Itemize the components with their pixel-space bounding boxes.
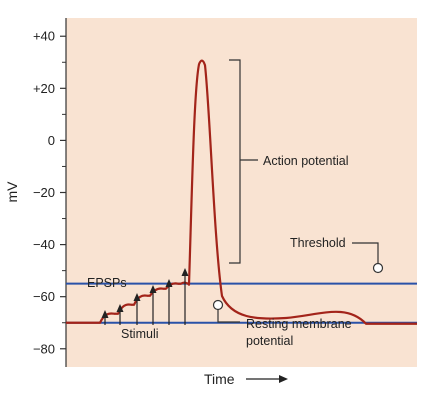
plot-background [66,18,417,367]
action-potential-label: Action potential [263,154,348,168]
y-axis-ticks: +40 +20 0 −20 −40 −60 −80 [33,29,66,356]
x-axis-arrow-head [279,375,288,383]
action-potential-bracket [229,59,258,264]
resting-label-line1: Resting membrane [246,317,352,331]
stimulus-arrowhead-1 [101,310,109,318]
stimulus-arrowhead-3 [133,293,141,301]
resting-label-line2: potential [246,334,293,348]
y-tick-label-2: 0 [48,133,55,148]
resting-marker [212,299,224,311]
threshold-label: Threshold [290,236,346,250]
threshold-marker [372,262,384,274]
membrane-potential-trace [66,59,417,325]
y-tick-label-3: −20 [33,185,55,200]
y-tick-label-0: +40 [33,29,55,44]
y-tick-label-5: −60 [33,289,55,304]
y-tick-label-1: +20 [33,81,55,96]
stimulus-arrowhead-5 [165,279,173,287]
stimuli-label: Stimuli [121,327,159,341]
epsps-label: EPSPs [87,276,127,290]
y-axis-title: mV [4,181,20,203]
threshold-leader [352,242,379,268]
resting-leader [217,305,240,323]
stimulus-arrowhead-4 [149,285,157,293]
y-tick-label-6: −80 [33,341,55,356]
x-axis-title: Time [204,371,235,387]
stimulus-arrowhead-6 [181,268,189,276]
y-tick-label-4: −40 [33,237,55,252]
stimulus-arrowhead-2 [116,304,124,312]
stimuli-arrows [101,268,189,325]
